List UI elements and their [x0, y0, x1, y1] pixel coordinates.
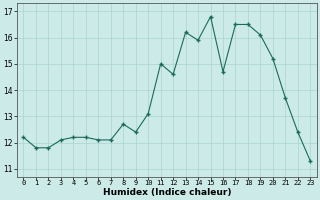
X-axis label: Humidex (Indice chaleur): Humidex (Indice chaleur) [103, 188, 231, 197]
